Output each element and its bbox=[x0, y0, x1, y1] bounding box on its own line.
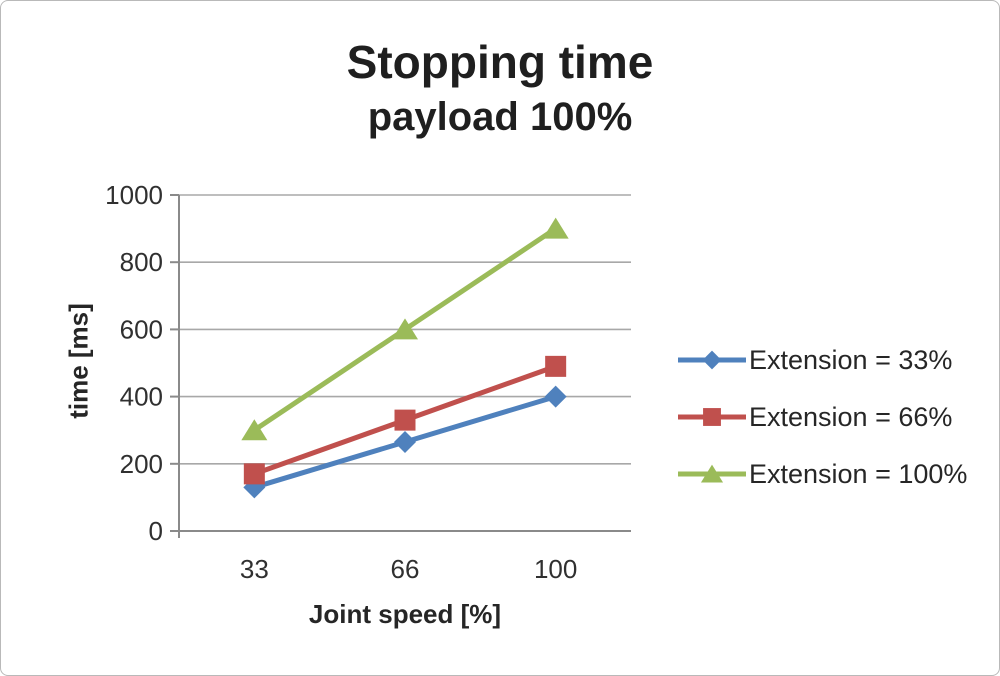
chart-title: Stopping time bbox=[346, 36, 654, 88]
y-tick-label: 200 bbox=[120, 449, 163, 479]
series-marker-extension-100 bbox=[392, 318, 418, 340]
series-marker-extension-66 bbox=[243, 463, 265, 485]
chart-subtitle: payload 100% bbox=[367, 95, 633, 139]
legend-square-icon bbox=[678, 408, 746, 426]
series-marker-extension-66 bbox=[394, 409, 416, 431]
x-tick-label: 33 bbox=[240, 554, 269, 584]
legend-triangle-icon bbox=[678, 464, 746, 483]
legend-marker bbox=[703, 408, 721, 426]
y-tick-label: 600 bbox=[120, 314, 163, 344]
x-tick-label: 100 bbox=[534, 554, 577, 584]
legend-label: Extension = 66% bbox=[749, 401, 953, 432]
legend-item: Extension = 66% bbox=[677, 394, 967, 440]
legend-diamond-icon bbox=[678, 350, 746, 370]
x-axis-title: Joint speed [%] bbox=[308, 599, 502, 629]
series-marker-extension-100 bbox=[241, 419, 268, 441]
series-marker-extension-33 bbox=[544, 385, 567, 408]
series-marker-extension-100 bbox=[542, 217, 569, 239]
x-tick-label: 66 bbox=[391, 554, 420, 584]
legend: Extension = 33% Extension = 66% Extension … bbox=[677, 337, 967, 497]
y-tick-label: 400 bbox=[120, 382, 163, 412]
legend-label: Extension = 33% bbox=[749, 344, 953, 375]
legend-marker bbox=[700, 464, 724, 483]
series-marker-extension-33 bbox=[394, 430, 416, 453]
legend-label: Extension = 100% bbox=[749, 458, 968, 489]
legend-item: Extension = 100% bbox=[677, 451, 967, 497]
legend-marker bbox=[702, 350, 722, 370]
y-tick-label: 0 bbox=[149, 516, 163, 546]
y-axis-title: time [ms] bbox=[63, 303, 94, 419]
y-tick-label: 1000 bbox=[105, 180, 163, 210]
legend-item: Extension = 33% bbox=[677, 337, 967, 383]
y-tick-label: 800 bbox=[120, 247, 163, 277]
series-marker-extension-66 bbox=[545, 355, 567, 377]
